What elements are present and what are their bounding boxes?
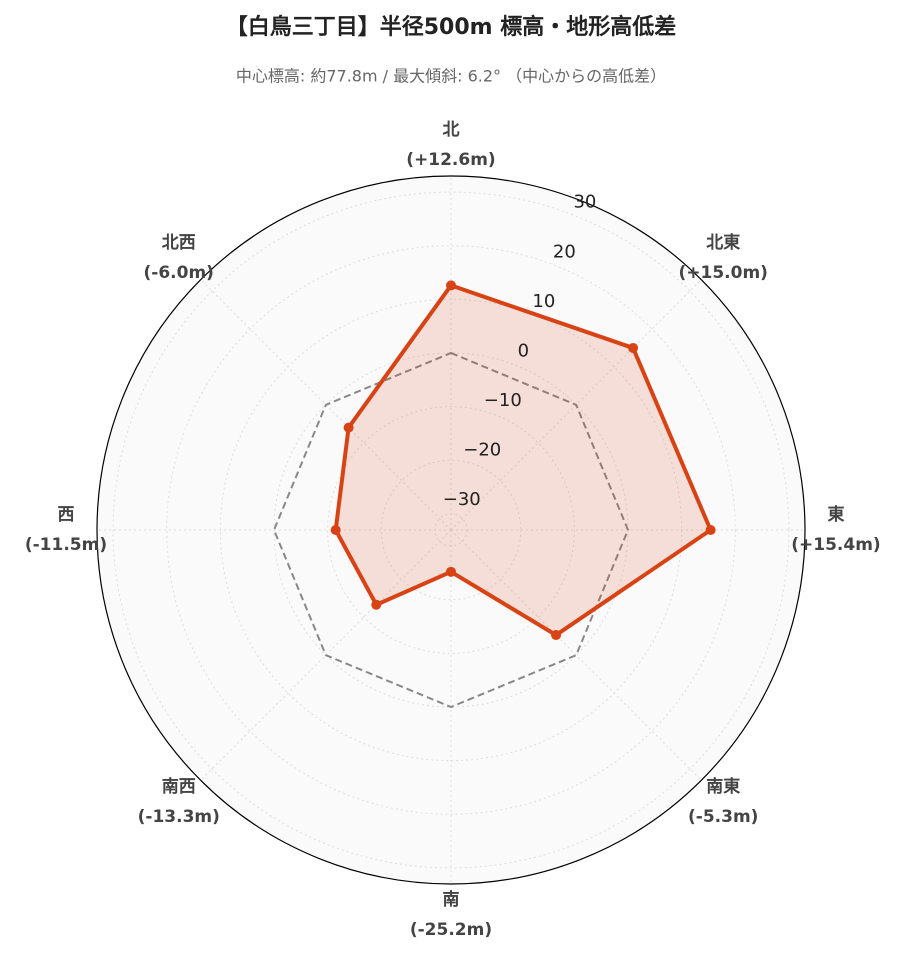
r-tick-label: 20	[553, 241, 576, 262]
category-label: 西	[58, 505, 75, 525]
value-label: (+15.0m)	[679, 263, 768, 283]
category-label: 北東	[706, 232, 740, 253]
data-point	[705, 525, 716, 535]
data-point	[628, 342, 639, 353]
category-label: 北西	[162, 233, 196, 253]
reference-line	[272, 351, 630, 709]
category-label: 南	[443, 889, 460, 910]
value-label: (+12.6m)	[406, 150, 495, 170]
value-label: (-13.3m)	[138, 807, 220, 827]
data-point	[446, 280, 456, 291]
value-label: (-6.0m)	[144, 263, 214, 283]
r-tick-label: 30	[573, 192, 596, 213]
data-point	[446, 566, 456, 577]
value-label: (+15.4m)	[791, 535, 880, 555]
data-point	[330, 525, 341, 535]
value-label: (-11.5m)	[25, 535, 107, 555]
category-label: 北	[443, 120, 460, 140]
grid-spoke	[450, 529, 702, 781]
category-label: 南西	[162, 776, 196, 797]
r-tick-label: −10	[484, 390, 522, 411]
r-tick-label: −30	[443, 489, 481, 510]
r-tick-label: 10	[532, 291, 555, 312]
category-label: 南東	[706, 776, 740, 797]
chart-title: 【白鳥三丁目】半径500m 標高・地形高低差	[226, 14, 677, 40]
chart-subtitle: 中心標高: 約77.8m / 最大傾斜: 6.2° （中心からの高低差）	[236, 67, 666, 86]
plot-border	[96, 175, 806, 885]
grid-circle	[327, 406, 575, 654]
grid-circle	[166, 245, 736, 815]
data-point	[371, 599, 382, 610]
category-label: 東	[828, 504, 845, 525]
grid-circle	[380, 459, 522, 601]
r-tick-label: −20	[463, 439, 501, 460]
data-point	[551, 630, 562, 641]
value-label: (-25.2m)	[410, 920, 492, 940]
r-tick-label: 0	[518, 340, 529, 361]
value-label: (-5.3m)	[688, 807, 758, 827]
data-point	[343, 422, 354, 433]
grid-circle	[112, 191, 790, 869]
